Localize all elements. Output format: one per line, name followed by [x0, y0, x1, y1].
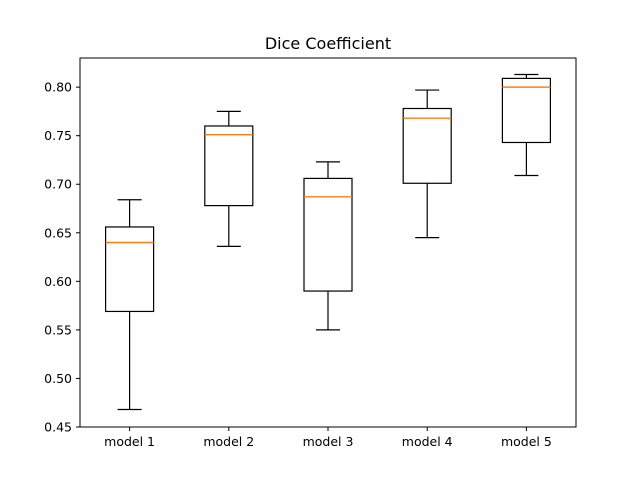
y-tick-label: 0.70 [44, 177, 72, 192]
box-2 [204, 110, 254, 247]
iqr-box [303, 177, 353, 292]
y-tick-label: 0.55 [44, 322, 72, 337]
box-4 [402, 89, 452, 239]
chart-title: Dice Coefficient [265, 34, 391, 53]
y-tick-label: 0.60 [44, 274, 72, 289]
axes: 0.45 0.50 0.55 0.60 0.65 0.70 0.75 0.80 model 1 m… [44, 57, 577, 449]
x-tick-label: model 2 [203, 434, 254, 449]
y-tick-label: 0.80 [44, 80, 72, 95]
box-5 [501, 73, 551, 177]
data-marks [104, 73, 551, 411]
y-tick-label: 0.50 [44, 371, 72, 386]
x-tick-label: model 3 [303, 434, 354, 449]
x-tick-label: model 4 [402, 434, 453, 449]
iqr-box [501, 77, 551, 144]
iqr-box [402, 107, 452, 184]
iqr-box [204, 125, 254, 207]
y-tick-label: 0.65 [44, 225, 72, 240]
iqr-box [104, 226, 155, 313]
box-1 [104, 199, 155, 411]
y-tick-label: 0.75 [44, 128, 72, 143]
x-tick-label: model 1 [104, 434, 155, 449]
y-tick-label: 0.45 [44, 420, 72, 435]
x-tick-label: model 5 [501, 434, 552, 449]
box-3 [303, 161, 353, 331]
